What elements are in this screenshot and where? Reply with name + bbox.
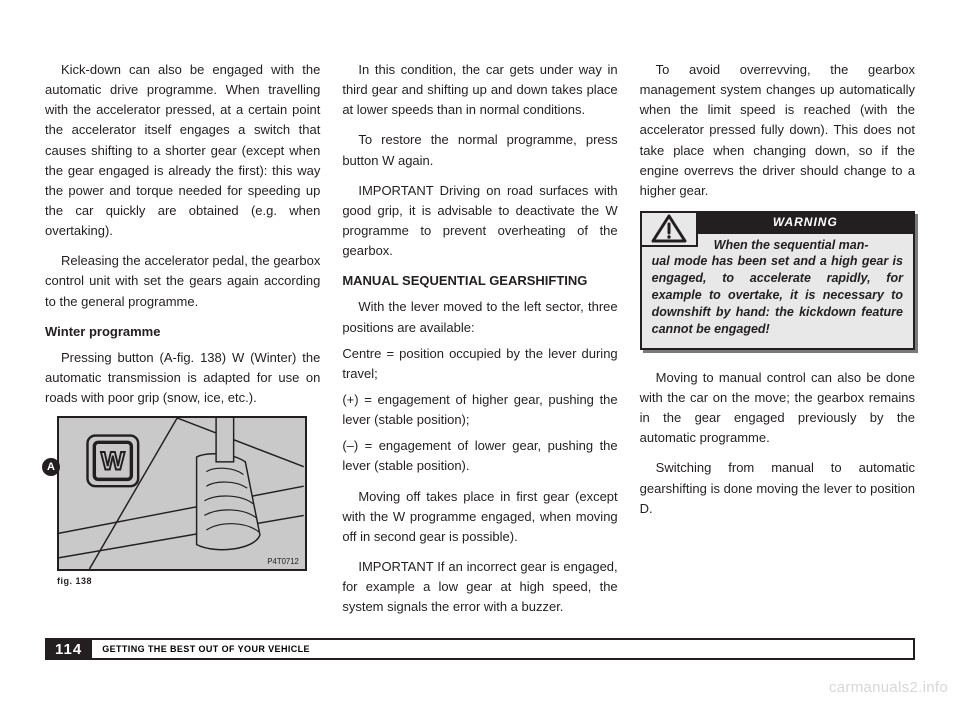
warning-header-row: WARNING When the sequential man- bbox=[642, 213, 913, 253]
figure-wrap: A bbox=[45, 416, 320, 571]
page-number: 114 bbox=[45, 638, 92, 660]
warning-body: ual mode has been set and a high gear is… bbox=[642, 253, 913, 347]
paragraph: Moving off takes place in first gear (ex… bbox=[342, 487, 617, 547]
paragraph: Kick-down can also be engaged with the a… bbox=[45, 60, 320, 241]
paragraph: IMPORTANT Driving on road surfaces with … bbox=[342, 181, 617, 262]
warning-header: WARNING bbox=[698, 213, 913, 234]
list-item: (+) = engagement of higher gear, pushing… bbox=[342, 390, 617, 430]
list-item: (–) = engagement of lower gear, pushing … bbox=[342, 436, 617, 476]
watermark: carmanuals2.info bbox=[829, 679, 948, 696]
paragraph: Switching from manual to automatic gears… bbox=[640, 458, 915, 518]
section-title: GETTING THE BEST OUT OF YOUR VEHICLE bbox=[92, 638, 915, 660]
warning-body-first: When the sequential man- bbox=[698, 234, 913, 254]
heading-manual-sequential: MANUAL SEQUENTIAL GEARSHIFTING bbox=[342, 271, 617, 291]
column-left: Kick-down can also be engaged with the a… bbox=[45, 60, 320, 605]
paragraph: With the lever moved to the left sector,… bbox=[342, 297, 617, 337]
paragraph: Moving to manual control can also be don… bbox=[640, 368, 915, 449]
paragraph: In this condition, the car gets under wa… bbox=[342, 60, 617, 120]
paragraph: IMPORTANT If an incorrect gear is engage… bbox=[342, 557, 617, 617]
svg-text:P4T0712: P4T0712 bbox=[267, 557, 299, 566]
figure-138: A bbox=[45, 416, 320, 589]
warning-box: WARNING When the sequential man- ual mod… bbox=[640, 211, 915, 350]
paragraph: Releasing the accelerator pedal, the gea… bbox=[45, 251, 320, 311]
manual-page: Kick-down can also be engaged with the a… bbox=[45, 60, 915, 660]
figure-label: fig. 138 bbox=[57, 575, 320, 589]
paragraph: Pressing button (A-fig. 138) W (Winter) … bbox=[45, 348, 320, 408]
warning-triangle-icon bbox=[642, 213, 698, 247]
svg-text:W: W bbox=[101, 448, 125, 476]
column-middle: In this condition, the car gets under wa… bbox=[342, 60, 617, 605]
columns: Kick-down can also be engaged with the a… bbox=[45, 60, 915, 605]
column-right: To avoid overrevving, the gearbox manage… bbox=[640, 60, 915, 605]
heading-winter: Winter programme bbox=[45, 322, 320, 342]
figure-frame: W P4T0712 bbox=[57, 416, 307, 571]
paragraph: To restore the normal programme, press b… bbox=[342, 130, 617, 170]
page-footer: 114 GETTING THE BEST OUT OF YOUR VEHICLE bbox=[45, 638, 915, 660]
figure-illustration: W P4T0712 bbox=[59, 418, 305, 569]
paragraph: To avoid overrevving, the gearbox manage… bbox=[640, 60, 915, 201]
list-item: Centre = position occupied by the lever … bbox=[342, 344, 617, 384]
